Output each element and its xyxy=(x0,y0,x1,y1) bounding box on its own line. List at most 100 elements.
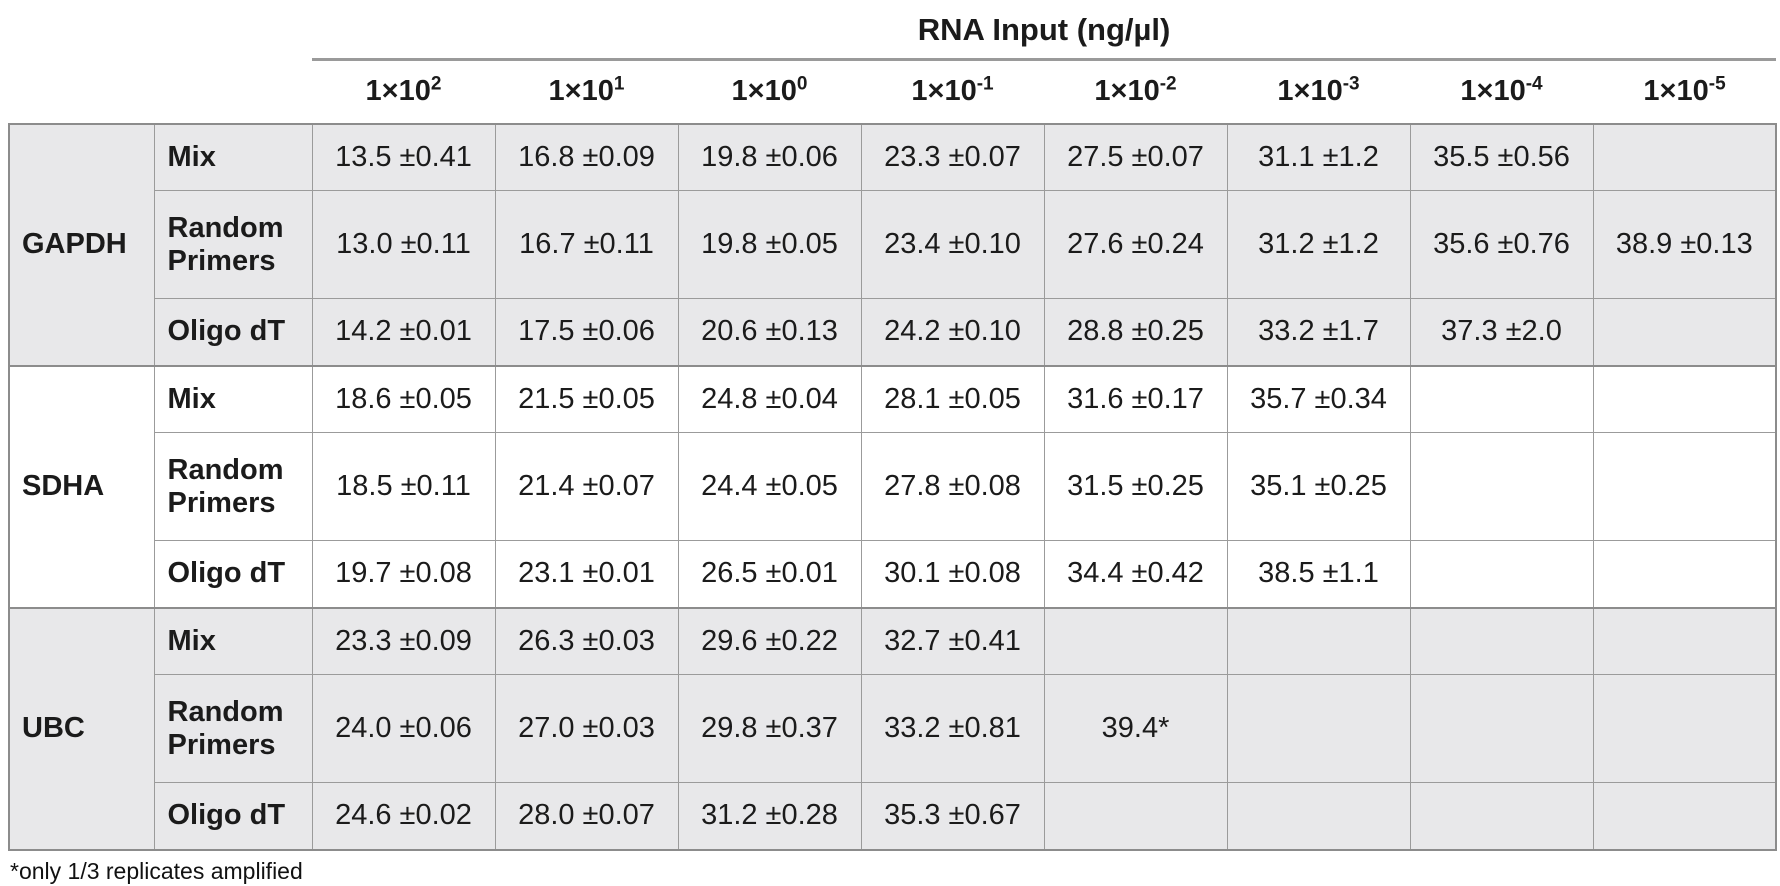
value-cell: 32.7 ±0.41 xyxy=(860,606,1045,675)
col-header-1e0: 1×100 xyxy=(678,60,861,124)
value-cell: 24.6 ±0.02 xyxy=(311,782,496,851)
value-cell: 29.8 ±0.37 xyxy=(677,674,862,783)
footnote: *only 1/3 replicates amplified xyxy=(10,857,303,884)
value-cell: 23.3 ±0.07 xyxy=(860,122,1045,191)
column-header-row: 1×102 1×101 1×100 1×10-1 1×10-2 1×10-3 1… xyxy=(9,60,1776,124)
value-cell xyxy=(1409,432,1594,541)
col-header-base: 1×10 xyxy=(365,75,431,108)
value-cell: 27.0 ±0.03 xyxy=(494,674,679,783)
primer-label: Oligo dT xyxy=(153,298,313,366)
primer-label: Random Primers xyxy=(153,674,313,783)
value-cell: 24.0 ±0.06 xyxy=(311,674,496,783)
primer-label: Mix xyxy=(153,122,313,191)
value-cell: 19.8 ±0.06 xyxy=(677,122,862,191)
value-cell: 31.6 ±0.17 xyxy=(1043,364,1228,433)
value-cell xyxy=(1409,364,1594,433)
value-cell: 34.4 ±0.42 xyxy=(1043,540,1228,608)
primer-label: Mix xyxy=(153,364,313,433)
value-cell: 16.8 ±0.09 xyxy=(494,122,679,191)
value-cell xyxy=(1409,674,1594,783)
col-header-1e-2: 1×10-2 xyxy=(1044,60,1227,124)
value-cell: 33.2 ±0.81 xyxy=(860,674,1045,783)
table-row-gapdh-mix: GAPDH Mix 13.5 ±0.41 16.8 ±0.09 19.8 ±0.… xyxy=(8,122,1778,366)
col-header-base: 1×10 xyxy=(1277,75,1343,108)
gene-label-sdha: SDHA xyxy=(8,364,155,608)
primer-label: Mix xyxy=(153,606,313,675)
header-spacer xyxy=(9,6,312,60)
table-row-ubc-random-primers: Random Primers 24.0 ±0.06 27.0 ±0.03 29.… xyxy=(9,674,1778,783)
col-header-exp: -4 xyxy=(1525,73,1543,95)
table-row-ubc-oligo-dt: Oligo dT 24.6 ±0.02 28.0 ±0.07 31.2 ±0.2… xyxy=(9,782,1778,851)
value-cell xyxy=(1409,606,1594,675)
rna-input-table: RNA Input (ng/µl) 1×102 1×101 1×100 1×10… xyxy=(8,6,1778,851)
value-cell xyxy=(1226,674,1411,783)
value-cell: 39.4* xyxy=(1043,674,1228,783)
value-cell: 28.8 ±0.25 xyxy=(1043,298,1228,366)
gene-label-gapdh: GAPDH xyxy=(8,122,155,366)
col-header-exp: 1 xyxy=(613,73,625,95)
value-cell xyxy=(1226,606,1411,675)
col-header-base: 1×10 xyxy=(731,75,797,108)
value-cell xyxy=(1592,432,1778,541)
table-row-gapdh-oligo-dt: Oligo dT 14.2 ±0.01 17.5 ±0.06 20.6 ±0.1… xyxy=(9,298,1778,366)
value-cell: 19.8 ±0.05 xyxy=(677,190,862,299)
primer-label: Random Primers xyxy=(153,432,313,541)
value-cell: 31.1 ±1.2 xyxy=(1226,122,1411,191)
value-cell: 35.3 ±0.67 xyxy=(860,782,1045,851)
value-cell: 28.1 ±0.05 xyxy=(860,364,1045,433)
value-cell: 23.1 ±0.01 xyxy=(494,540,679,608)
value-cell: 31.2 ±1.2 xyxy=(1226,190,1411,299)
value-cell xyxy=(1592,364,1778,433)
value-cell xyxy=(1592,606,1778,675)
col-header-exp: -2 xyxy=(1159,73,1177,95)
value-cell: 21.4 ±0.07 xyxy=(494,432,679,541)
value-cell xyxy=(1043,606,1228,675)
value-cell: 13.5 ±0.41 xyxy=(311,122,496,191)
value-cell: 21.5 ±0.05 xyxy=(494,364,679,433)
col-header-base: 1×10 xyxy=(1460,75,1526,108)
value-cell: 29.6 ±0.22 xyxy=(677,606,862,675)
col-header-1e2: 1×102 xyxy=(312,60,495,124)
value-cell: 38.5 ±1.1 xyxy=(1226,540,1411,608)
value-cell: 28.0 ±0.07 xyxy=(494,782,679,851)
primer-label: Oligo dT xyxy=(153,540,313,608)
table-row-sdha-oligo-dt: Oligo dT 19.7 ±0.08 23.1 ±0.01 26.5 ±0.0… xyxy=(9,540,1778,608)
value-cell: 27.8 ±0.08 xyxy=(860,432,1045,541)
col-header-1e-3: 1×10-3 xyxy=(1227,60,1410,124)
col-header-exp: -1 xyxy=(976,73,994,95)
value-cell xyxy=(1226,782,1411,851)
value-cell xyxy=(1043,782,1228,851)
col-header-exp: 0 xyxy=(796,73,808,95)
value-cell: 35.1 ±0.25 xyxy=(1226,432,1411,541)
value-cell: 38.9 ±0.13 xyxy=(1592,190,1778,299)
value-cell: 24.4 ±0.05 xyxy=(677,432,862,541)
value-cell: 26.3 ±0.03 xyxy=(494,606,679,675)
value-cell xyxy=(1592,540,1778,608)
col-header-1e-4: 1×10-4 xyxy=(1410,60,1593,124)
value-cell: 20.6 ±0.13 xyxy=(677,298,862,366)
value-cell: 35.7 ±0.34 xyxy=(1226,364,1411,433)
table-title: RNA Input (ng/µl) xyxy=(312,6,1777,61)
primer-label: Oligo dT xyxy=(153,782,313,851)
value-cell: 30.1 ±0.08 xyxy=(860,540,1045,608)
value-cell: 31.2 ±0.28 xyxy=(677,782,862,851)
col-header-exp: -5 xyxy=(1708,73,1726,95)
table-row-sdha-random-primers: Random Primers 18.5 ±0.11 21.4 ±0.07 24.… xyxy=(9,432,1778,541)
value-cell: 18.5 ±0.11 xyxy=(311,432,496,541)
title-row: RNA Input (ng/µl) xyxy=(9,6,1777,61)
col-header-exp: -3 xyxy=(1342,73,1360,95)
value-cell: 16.7 ±0.11 xyxy=(494,190,679,299)
col-header-base: 1×10 xyxy=(1094,75,1160,108)
value-cell: 27.5 ±0.07 xyxy=(1043,122,1228,191)
value-cell xyxy=(1409,540,1594,608)
value-cell: 26.5 ±0.01 xyxy=(677,540,862,608)
col-header-base: 1×10 xyxy=(911,75,977,108)
value-cell xyxy=(1592,674,1778,783)
col-header-base: 1×10 xyxy=(1643,75,1709,108)
value-cell: 33.2 ±1.7 xyxy=(1226,298,1411,366)
value-cell xyxy=(1409,782,1594,851)
value-cell: 18.6 ±0.05 xyxy=(311,364,496,433)
value-cell: 35.6 ±0.76 xyxy=(1409,190,1594,299)
table-row-sdha-mix: SDHA Mix 18.6 ±0.05 21.5 ±0.05 24.8 ±0.0… xyxy=(8,364,1778,608)
value-cell xyxy=(1592,122,1778,191)
